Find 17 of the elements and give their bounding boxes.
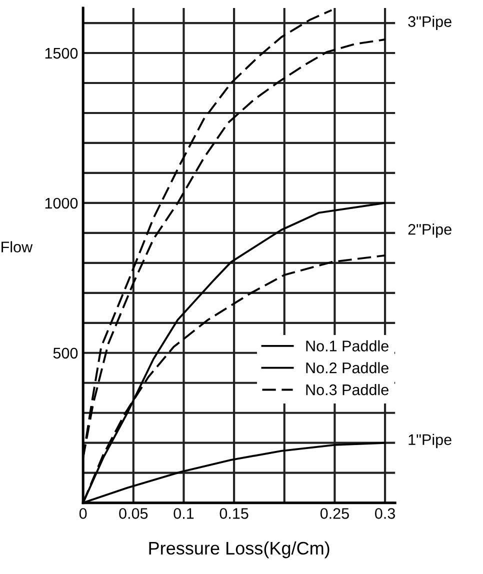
- x-tick-label: 0.25: [320, 508, 349, 519]
- y-tick-label: 1000: [45, 198, 78, 209]
- y-tick-label: 1500: [45, 48, 78, 59]
- x-tick-label: 0: [79, 508, 87, 519]
- text: 3"Pipe: [408, 16, 452, 30]
- legend-label: No.1 Paddle: [306, 340, 388, 352]
- x-axis-title: Pressure Loss(Kg/Cm): [149, 541, 330, 558]
- x-tick-label: 0.05: [119, 508, 148, 519]
- y-tick-label: 500: [53, 348, 78, 359]
- x-tick-label: 0.3: [375, 508, 395, 519]
- x-tick-label: 0.15: [220, 508, 248, 519]
- legend-label: No.3 Paddle: [306, 384, 388, 396]
- text: 1"Pipe: [408, 434, 452, 448]
- legend-label: No.2 Paddle: [306, 362, 388, 374]
- text: 2"Pipe: [408, 224, 452, 238]
- x-tick-label: 0.1: [174, 508, 194, 519]
- y-axis-title: Flow: [2, 241, 33, 252]
